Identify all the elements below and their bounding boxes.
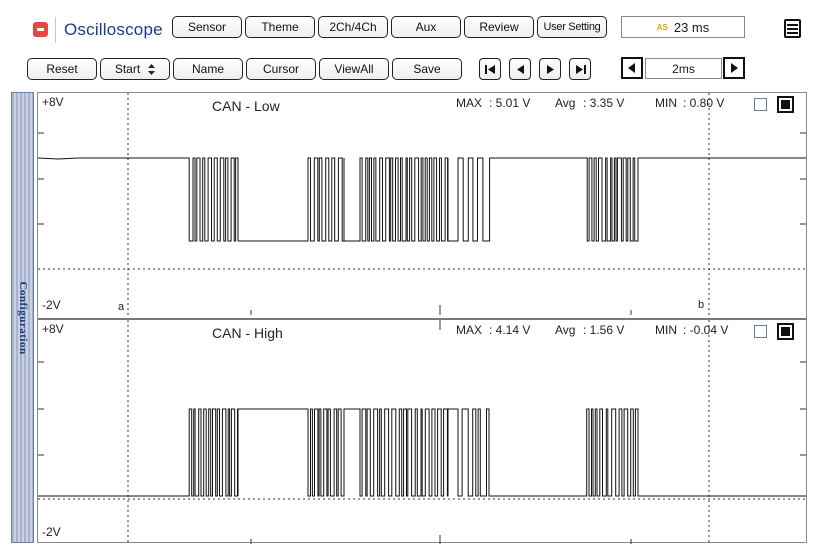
time-display: AS 23 ms — [621, 16, 745, 38]
app-icon[interactable] — [33, 22, 48, 37]
can-high-toggle-checkbox[interactable] — [754, 325, 767, 338]
channel-mode-button[interactable]: 2Ch/4Ch — [318, 16, 388, 38]
can-high-plot — [38, 320, 806, 545]
can-high-avg-label: Avg — [555, 323, 576, 337]
channel-panel-can-low[interactable]: +8V -2V CAN - Low MAX : 5.01 V Avg : 3.3… — [38, 93, 806, 318]
can-high-trace — [38, 408, 806, 497]
app-title: Oscilloscope — [64, 20, 163, 39]
start-select-label: Start — [114, 62, 141, 76]
configuration-tab-label: Configuration — [16, 280, 29, 355]
auto-scale-icon: AS — [656, 22, 668, 32]
can-high-stop-icon[interactable] — [777, 323, 794, 340]
configuration-tab[interactable]: Configuration — [11, 92, 34, 543]
can-high-max-label: MAX — [456, 323, 483, 337]
can-low-y-min-label: -2V — [42, 298, 61, 312]
can-high-y-max-label: +8V — [42, 322, 64, 336]
can-high-y-min-label: -2V — [42, 525, 61, 539]
skip-to-start-icon[interactable] — [479, 58, 501, 80]
cursor-button[interactable]: Cursor — [246, 58, 316, 80]
viewall-button[interactable]: ViewAll — [319, 58, 389, 80]
can-high-channel-name: CAN - High — [212, 325, 283, 341]
start-select[interactable]: Start — [100, 58, 170, 80]
cursor-a-label[interactable]: a — [118, 301, 125, 313]
title-divider — [55, 17, 56, 43]
can-low-min-value: : 0.80 V — [683, 96, 725, 110]
can-low-avg-label: Avg — [555, 96, 576, 110]
can-low-max-label: MAX — [456, 96, 483, 110]
name-button[interactable]: Name — [173, 58, 243, 80]
menu-icon[interactable] — [784, 19, 801, 38]
can-high-avg-value: : 1.56 V — [583, 323, 625, 337]
timebase-value: 2ms — [645, 58, 722, 79]
reset-button[interactable]: Reset — [27, 58, 97, 80]
skip-to-end-icon[interactable] — [569, 58, 591, 80]
can-low-y-max-label: +8V — [42, 95, 64, 109]
can-low-toggle-checkbox[interactable] — [754, 98, 767, 111]
theme-button[interactable]: Theme — [245, 16, 315, 38]
cursor-b-label[interactable]: b — [698, 299, 705, 311]
plot-area: +8V -2V CAN - Low MAX : 5.01 V Avg : 3.3… — [37, 92, 807, 545]
can-high-min-value: : -0.04 V — [683, 323, 729, 337]
can-low-max-value: : 5.01 V — [489, 96, 531, 110]
review-button[interactable]: Review — [464, 16, 534, 38]
time-display-value: 23 ms — [673, 19, 710, 35]
save-button[interactable]: Save — [392, 58, 462, 80]
can-low-channel-name: CAN - Low — [212, 98, 280, 114]
timebase-decrease-icon[interactable] — [621, 57, 643, 79]
can-high-min-label: MIN — [655, 323, 677, 337]
can-low-trace — [38, 157, 806, 242]
can-low-plot — [38, 93, 806, 318]
user-setting-button[interactable]: User Setting — [537, 16, 607, 38]
can-high-max-value: : 4.14 V — [489, 323, 531, 337]
can-low-min-label: MIN — [655, 96, 677, 110]
timebase-increase-icon[interactable] — [723, 57, 745, 79]
can-low-grid — [38, 93, 806, 318]
can-low-stop-icon[interactable] — [777, 96, 794, 113]
up-down-arrows-icon — [148, 63, 156, 75]
aux-button[interactable]: Aux — [391, 16, 461, 38]
channel-panel-can-high[interactable]: +8V -2V CAN - High MAX : 4.14 V Avg : 1.… — [38, 318, 806, 545]
step-back-icon[interactable] — [509, 58, 531, 80]
can-high-grid — [38, 320, 806, 545]
sensor-button[interactable]: Sensor — [172, 16, 242, 38]
can-low-avg-value: : 3.35 V — [583, 96, 625, 110]
title-bar: Oscilloscope Sensor Theme 2Ch/4Ch Aux Re… — [0, 0, 816, 50]
step-forward-icon[interactable] — [539, 58, 561, 80]
